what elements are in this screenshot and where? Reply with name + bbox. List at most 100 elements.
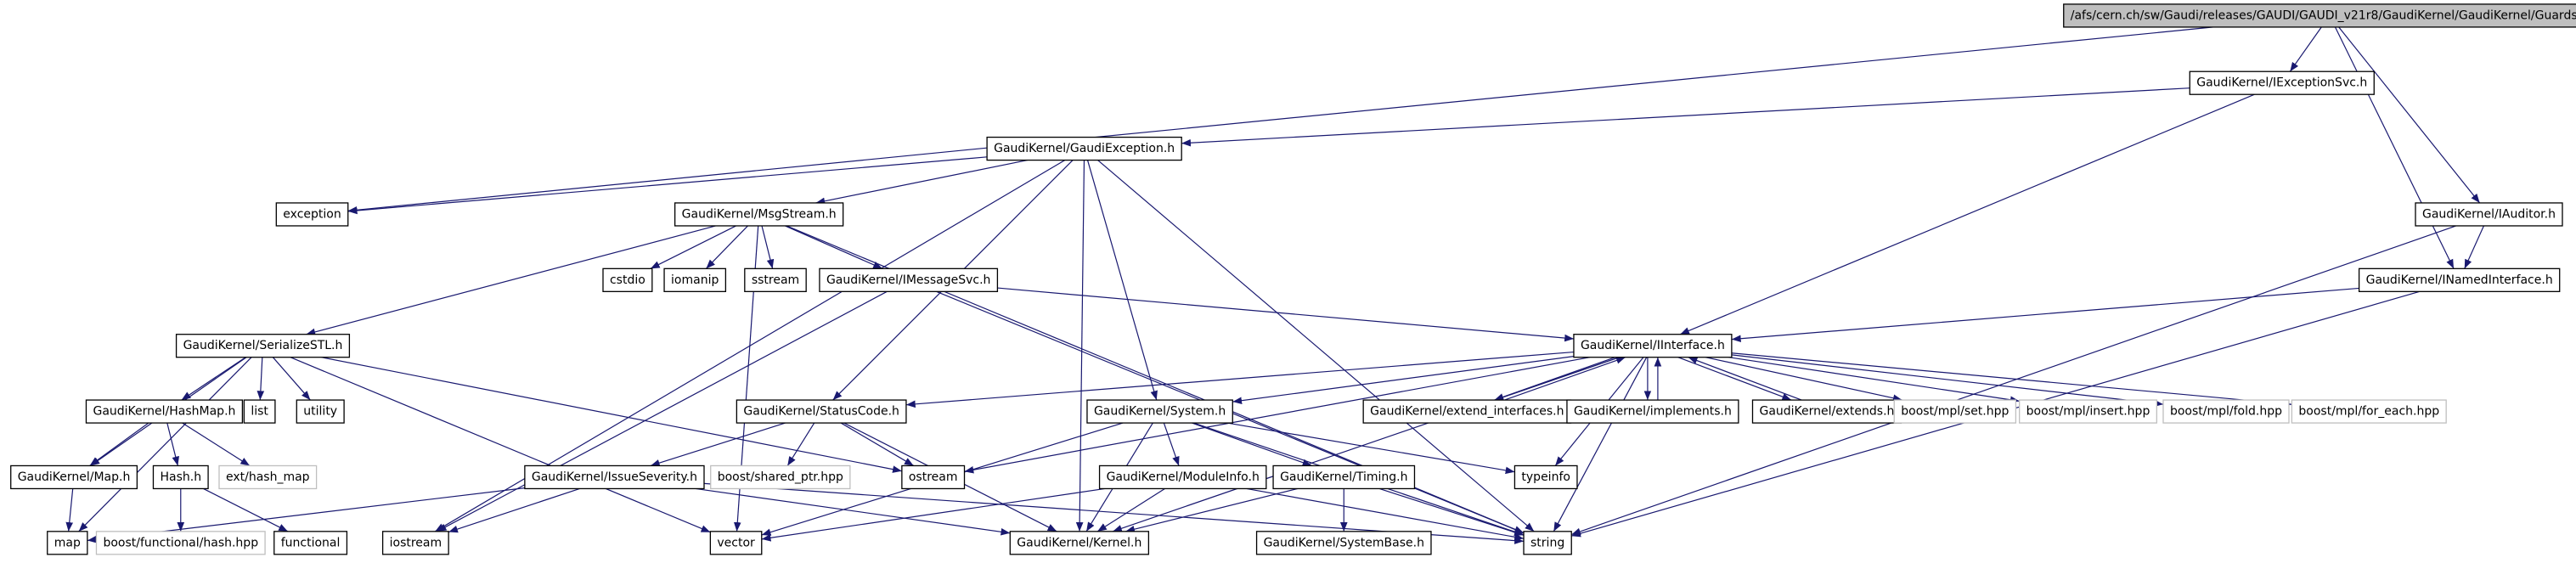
edge [785, 225, 883, 269]
node-label: GaudiKernel/INamedInterface.h [2366, 273, 2553, 287]
node[interactable]: /afs/cern.ch/sw/Gaudi/releases/GAUDI/GAU… [2063, 3, 2576, 28]
node-box [709, 531, 763, 555]
edge [1086, 160, 1158, 401]
node[interactable]: GaudiKernel/HashMap.h [85, 399, 244, 424]
edge [1571, 225, 2457, 536]
node-box [152, 464, 209, 490]
node[interactable]: GaudiKernel/ModuleInfo.h [1098, 464, 1267, 490]
edge [1378, 487, 1525, 537]
node[interactable]: typeinfo [1513, 464, 1578, 490]
node-label: GaudiKernel/Timing.h [1280, 470, 1407, 484]
edge [997, 287, 1575, 342]
node[interactable]: GaudiKernel/GaudiException.h [986, 136, 1182, 161]
node[interactable]: GaudiKernel/IssueSeverity.h [524, 464, 705, 490]
node-label: GaudiKernel/StatusCode.h [743, 405, 899, 419]
node-box [602, 267, 653, 292]
node-label: iomanip [671, 273, 719, 287]
node-label: GaudiKernel/ModuleInfo.h [1107, 470, 1260, 484]
edge [166, 422, 179, 466]
node[interactable]: sstream [744, 267, 807, 292]
node[interactable]: iomanip [663, 267, 727, 292]
node[interactable]: vector [709, 531, 763, 555]
node: boost/functional/hash.hpp [95, 531, 266, 555]
node-box [1362, 399, 1572, 424]
node-box [95, 531, 266, 555]
node-label: boost/mpl/set.hpp [1901, 405, 2009, 419]
node[interactable]: GaudiKernel/IMessageSvc.h [819, 267, 999, 292]
edge [181, 357, 246, 401]
node[interactable]: GaudiKernel/extends.h [1751, 399, 1902, 424]
node-label: functional [281, 536, 341, 549]
node-box [275, 202, 349, 227]
node[interactable]: GaudiKernel/MsgStream.h [674, 202, 844, 227]
edge [65, 488, 74, 532]
node-box [1098, 464, 1267, 490]
node[interactable]: Hash.h [152, 464, 209, 490]
node-label: boost/functional/hash.hpp [103, 536, 258, 549]
node-box [2189, 70, 2375, 95]
node[interactable]: cstdio [602, 267, 653, 292]
edge [306, 225, 716, 336]
edge [1163, 422, 1180, 466]
edge [840, 422, 915, 466]
node-label: boost/shared_ptr.hpp [718, 470, 843, 484]
edge [905, 351, 1575, 408]
node-label: /afs/cern.ch/sw/Gaudi/releases/GAUDI/GAU… [2071, 8, 2576, 22]
node-label: vector [717, 536, 755, 549]
node-box [2291, 399, 2447, 424]
node[interactable]: string [1523, 531, 1572, 555]
node-box [1566, 399, 1739, 424]
node[interactable]: GaudiKernel/extend_interfaces.h [1362, 399, 1572, 424]
node[interactable]: GaudiKernel/Map.h [10, 464, 138, 490]
node-box [1086, 399, 1233, 424]
node[interactable]: iostream [381, 531, 449, 555]
node-label: list [251, 405, 268, 419]
node[interactable]: GaudiKernel/System.h [1086, 399, 1233, 424]
edge [1112, 357, 1620, 532]
node-label: Hash.h [160, 470, 201, 484]
node-box [10, 464, 138, 490]
node: boost/mpl/for_each.hpp [2291, 399, 2447, 424]
node[interactable]: exception [275, 202, 349, 227]
node-box [1513, 464, 1578, 490]
edges [65, 26, 2484, 544]
node[interactable]: GaudiKernel/Timing.h [1272, 464, 1416, 490]
edge [203, 487, 289, 532]
node[interactable]: GaudiKernel/StatusCode.h [736, 399, 907, 424]
node-box [1255, 531, 1432, 555]
node[interactable]: map [47, 531, 88, 555]
edge [1731, 354, 2164, 408]
edge [761, 225, 775, 269]
node-label: GaudiKernel/IssueSeverity.h [532, 470, 697, 484]
node[interactable]: GaudiKernel/IAuditor.h [2415, 202, 2563, 227]
node[interactable]: GaudiKernel/INamedInterface.h [2358, 267, 2561, 292]
node[interactable]: GaudiKernel/IExceptionSvc.h [2189, 70, 2375, 95]
node-label: boost/mpl/insert.hpp [2026, 405, 2150, 419]
node-label: GaudiKernel/Kernel.h [1017, 536, 1141, 549]
edge [1125, 487, 1299, 533]
node-box [663, 267, 727, 292]
edge [705, 225, 748, 269]
node-label: ext/hash_map [226, 470, 310, 484]
node-label: GaudiKernel/Map.h [18, 470, 131, 484]
edge [347, 26, 2213, 214]
node-label: GaudiKernel/HashMap.h [93, 405, 235, 419]
node[interactable]: functional [273, 531, 348, 555]
node-box [85, 399, 244, 424]
node[interactable]: GaudiKernel/Kernel.h [1009, 531, 1150, 555]
node-label: GaudiKernel/IExceptionSvc.h [2196, 76, 2367, 90]
node-label: boost/mpl/for_each.hpp [2298, 405, 2439, 419]
node[interactable]: list [243, 399, 276, 424]
node[interactable]: ostream [901, 464, 966, 490]
edge [78, 357, 252, 532]
node-box [1893, 399, 2017, 424]
node[interactable]: GaudiKernel/IInterface.h [1573, 334, 1733, 358]
node-box [1751, 399, 1902, 424]
node[interactable]: utility [296, 399, 345, 424]
node[interactable]: GaudiKernel/implements.h [1566, 399, 1739, 424]
node[interactable]: GaudiKernel/SystemBase.h [1255, 531, 1432, 555]
node-box [819, 267, 999, 292]
node-box [744, 267, 807, 292]
node[interactable]: GaudiKernel/SerializeSTL.h [175, 334, 351, 358]
node-box [2358, 267, 2561, 292]
